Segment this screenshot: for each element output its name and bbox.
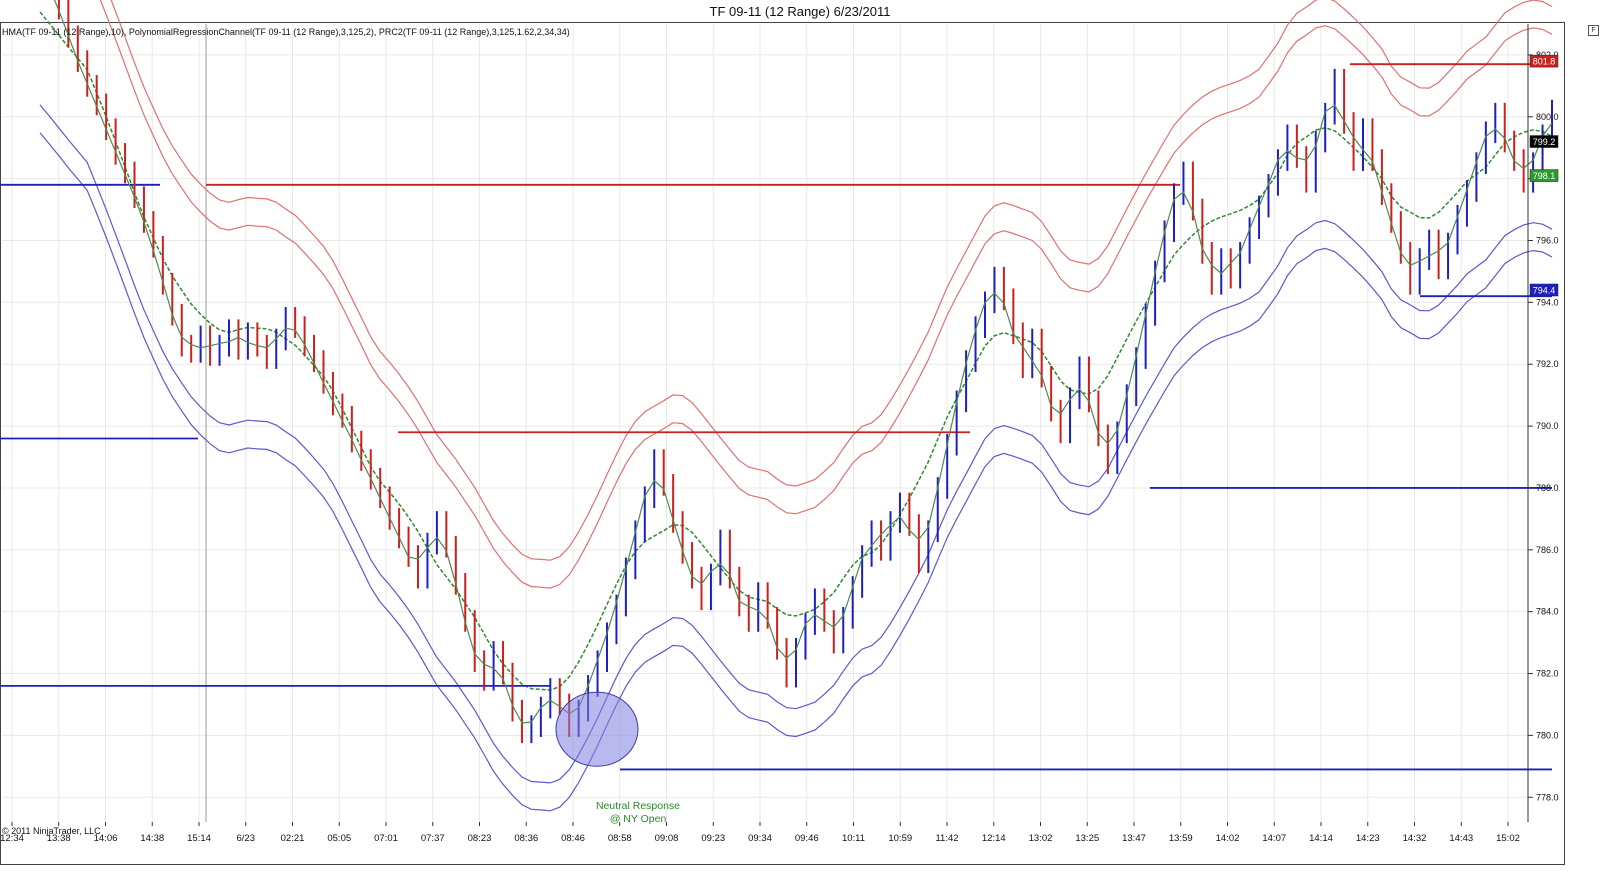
highlight-layer <box>555 691 639 767</box>
chart-title: TF 09-11 (12 Range) 6/23/2011 <box>709 4 891 19</box>
x-tick-label: 10:59 <box>888 833 912 844</box>
price-label-text: 798.1 <box>1533 171 1556 181</box>
hma-line <box>53 0 1553 724</box>
x-tick-label: 13:38 <box>47 833 71 844</box>
lower-band-inner <box>39 104 1553 784</box>
y-tick-label: 796.0 <box>1536 236 1559 246</box>
copyright-text: © 2011 NinjaTrader, LLC <box>2 826 101 836</box>
y-tick-label: 782.0 <box>1536 669 1559 679</box>
x-tick-label: 08:23 <box>468 833 492 844</box>
x-tick-label: 10:11 <box>842 833 865 844</box>
price-label-box <box>1529 169 1559 182</box>
neutral-response-highlight <box>555 691 639 767</box>
x-tick-label: 02:21 <box>281 833 305 844</box>
x-tick-label: 11:42 <box>935 833 958 844</box>
x-tick-label: 08:36 <box>514 833 538 844</box>
price-label-text: 799.2 <box>1533 137 1556 147</box>
y-tick-label: 792.0 <box>1536 359 1559 369</box>
x-tick-label: 14:32 <box>1403 833 1427 844</box>
hma-polyline <box>53 0 1553 724</box>
plot-area[interactable] <box>0 22 1565 865</box>
regression-midline <box>39 11 1553 691</box>
regression-channel <box>39 0 1553 812</box>
lower-band-outer <box>39 132 1553 812</box>
y-tick-label: 778.0 <box>1536 792 1559 802</box>
x-tick-label: 14:43 <box>1449 833 1473 844</box>
y-tick-label: 780.0 <box>1536 730 1559 740</box>
indicator-legend: HMA(TF 09-11 (12 Range),10), PolynomialR… <box>2 27 570 37</box>
upper-band-inner <box>99 0 1553 589</box>
x-tick-label: 14:38 <box>140 833 164 844</box>
y-tick-label: 788.0 <box>1536 483 1559 493</box>
x-tick-label: 14:02 <box>1216 833 1240 844</box>
x-tick-label: 13:25 <box>1075 833 1099 844</box>
x-tick-label: 13:02 <box>1029 833 1053 844</box>
x-tick-label: 08:46 <box>561 833 585 844</box>
annotation-line-2: @ NY Open <box>609 813 667 825</box>
price-label-box <box>1529 283 1559 297</box>
x-tick-label: 05:05 <box>327 833 351 844</box>
chart-annotation: Neutral Response @ NY Open <box>578 800 698 826</box>
x-tick-label: 15:14 <box>187 833 211 844</box>
y-tick-label: 794.0 <box>1536 297 1559 307</box>
x-tick-label: 14:06 <box>94 833 118 844</box>
price-label-text: 794.4 <box>1533 286 1556 296</box>
panel-toggle-button[interactable]: F <box>1588 25 1599 36</box>
x-tick-label: 09:34 <box>748 833 772 844</box>
price-label-box <box>1529 54 1559 68</box>
x-tick-label: 14:14 <box>1309 833 1333 844</box>
price-label-box <box>1529 135 1559 148</box>
price-label-text: 801.8 <box>1533 57 1556 67</box>
x-tick-label: 12:14 <box>982 833 1006 844</box>
x-tick-label: 08:58 <box>608 833 632 844</box>
y-tick-label: 784.0 <box>1536 607 1559 617</box>
y-tick-label: 786.0 <box>1536 545 1559 555</box>
x-tick-label: 14:23 <box>1356 833 1380 844</box>
x-tick-label: 14:07 <box>1262 833 1286 844</box>
axes: 778.0 780.0 782.0 784.0 786.0 788.0 790.0 792.0… <box>0 24 1559 844</box>
x-tick-label: 07:01 <box>374 833 398 844</box>
x-tick-label: 15:02 <box>1496 833 1520 844</box>
x-tick-label: 09:23 <box>701 833 725 844</box>
y-tick-label: 800.0 <box>1536 112 1559 122</box>
x-tick-label: 13:47 <box>1122 833 1146 844</box>
x-tick-label: 09:46 <box>795 833 819 844</box>
x-tick-label: 09:08 <box>655 833 679 844</box>
grid-layer <box>2 24 1528 822</box>
x-tick-label: 13:59 <box>1169 833 1193 844</box>
upper-band-outer <box>110 0 1553 561</box>
x-tick-label: 07:37 <box>421 833 445 844</box>
y-tick-label: 790.0 <box>1536 421 1559 431</box>
x-tick-label: 6/23 <box>237 833 256 844</box>
annotation-line-1: Neutral Response <box>595 800 681 812</box>
horizontal-levels <box>0 63 1552 771</box>
x-tick-label: 12:34 <box>0 833 24 844</box>
